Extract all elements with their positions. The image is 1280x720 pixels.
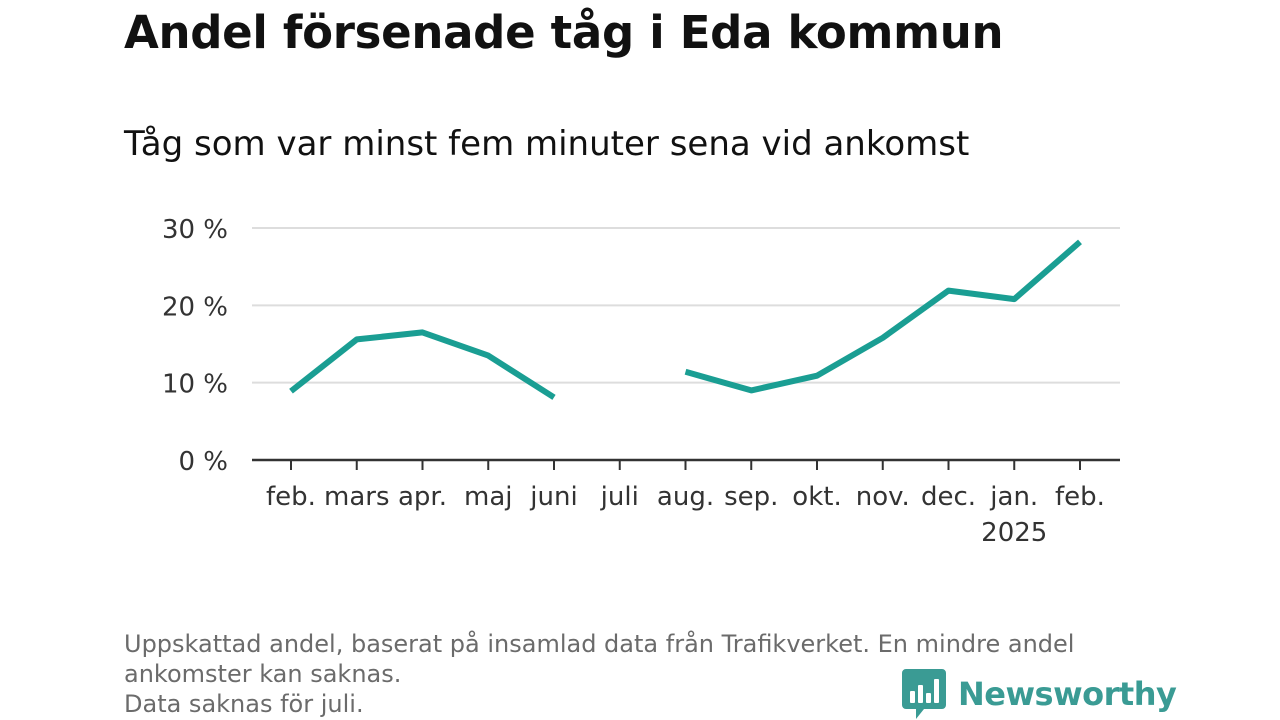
x-tick-label: nov. xyxy=(856,482,910,512)
footnote-line-2: ankomster kan saknas. xyxy=(124,660,402,688)
chart-title: Andel försenade tåg i Eda kommun xyxy=(124,6,1004,59)
x-tick-label: aug. xyxy=(657,482,714,512)
x-year-label: 2025 xyxy=(981,518,1047,548)
brand-logo: Newsworthy xyxy=(902,669,1177,719)
footnote-line-1: Uppskattad andel, baserat på insamlad da… xyxy=(124,630,1075,658)
newsworthy-logo-icon xyxy=(902,669,946,719)
x-tick-label: maj xyxy=(464,482,512,512)
chart-subtitle: Tåg som var minst fem minuter sena vid a… xyxy=(124,124,970,164)
x-tick-label: okt. xyxy=(792,482,841,512)
x-tick-label: feb. xyxy=(1055,482,1105,512)
x-tick-label: mars xyxy=(324,482,390,512)
x-tick-label: juli xyxy=(600,482,639,512)
series-line xyxy=(289,329,556,400)
footnote-line-3: Data saknas för juli. xyxy=(124,690,364,718)
brand-name: Newsworthy xyxy=(958,675,1177,713)
x-tick-label: feb. xyxy=(266,482,316,512)
y-tick-label: 10 % xyxy=(162,370,228,400)
footnote: Uppskattad andel, baserat på insamlad da… xyxy=(124,629,1074,719)
y-tick-label: 20 % xyxy=(162,292,228,322)
x-tick-label: dec. xyxy=(921,482,976,512)
y-tick-label: 30 % xyxy=(162,215,228,245)
x-tick-label: apr. xyxy=(398,482,447,512)
y-tick-label: 0 % xyxy=(178,447,228,477)
x-tick-label: juni xyxy=(529,482,577,512)
x-tick-label: sep. xyxy=(724,482,778,512)
series-line xyxy=(684,239,1082,394)
x-tick-label: jan. xyxy=(989,482,1038,512)
